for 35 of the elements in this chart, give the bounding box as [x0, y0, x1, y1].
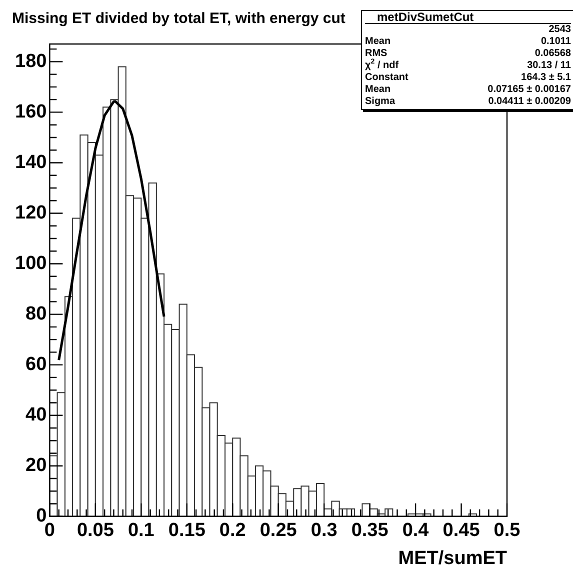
annotation: Mean: [365, 36, 391, 48]
y-tick-label: 140: [15, 152, 47, 173]
x-tick-label: 0.05: [76, 520, 114, 542]
annotation: Sigma: [365, 96, 396, 108]
text: metDivSumetCut: [365, 10, 571, 24]
text: 0.1011: [540, 36, 571, 48]
text: 0.06568: [534, 48, 571, 60]
text: 30.13 / 11: [527, 60, 571, 72]
x-tick-label: 0.1: [128, 520, 155, 542]
x-tick-label: 0.4: [402, 520, 430, 542]
x-axis-title: MET/sumET: [398, 548, 508, 569]
x-tick-label: 0.25: [260, 520, 298, 542]
x-tick-label: 0.35: [351, 520, 389, 542]
x-tick-label: 0.3: [310, 520, 338, 542]
y-tick-label: 120: [15, 202, 47, 224]
x-tick-label: 0.15: [168, 520, 206, 542]
annotation: 0.04411 ± 0.00209: [488, 96, 571, 108]
text: 164.3 ± 5.1: [521, 72, 571, 84]
annotation: 0.07165 ± 0.00167: [488, 84, 571, 96]
x-tick-label: 0.45: [442, 520, 480, 542]
y-tick-label: 40: [26, 404, 47, 426]
y-tick-label: 20: [26, 455, 47, 476]
annotation: χ$^{2}$ / ndf: [365, 58, 399, 72]
y-tick-label: 160: [15, 101, 47, 122]
y-tick-label: 60: [26, 354, 47, 376]
y-tick-label: 80: [26, 304, 47, 325]
annotation: RMS: [365, 48, 388, 59]
text: 2543: [548, 24, 571, 36]
y-tick-label: 180: [15, 50, 47, 72]
chart-title: Missing ET divided by total ET, with energy cut: [12, 10, 346, 28]
annotation: Constant: [365, 72, 408, 84]
x-tick-label: 0.2: [219, 520, 246, 542]
x-tick-label: 0.5: [494, 520, 521, 542]
annotation: Mean: [365, 84, 391, 96]
y-tick-label: 100: [15, 253, 47, 274]
